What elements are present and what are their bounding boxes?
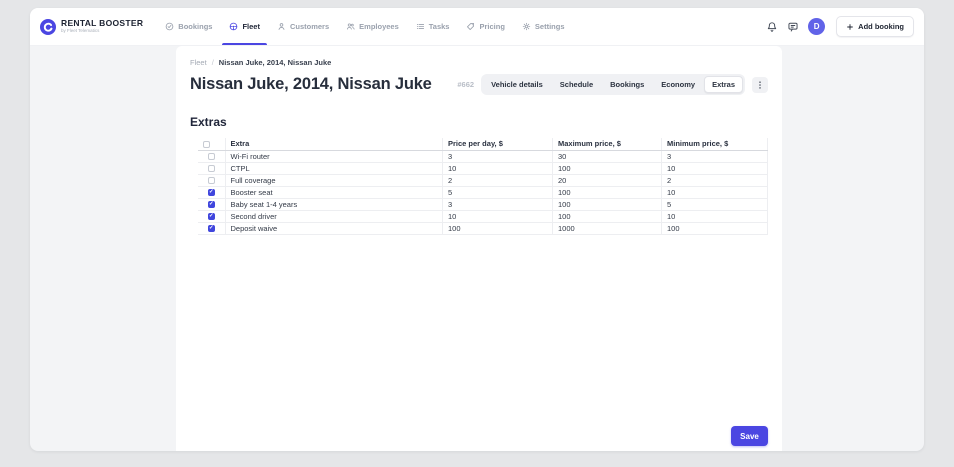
cell-minimum-price: 3 [661,150,768,163]
logo-title: RENTAL BOOSTER [61,18,144,29]
table-header-row: Extra Price per day, $ Maximum price, $ … [198,138,768,151]
cell-maximum-price: 20 [552,174,662,187]
cell-extra: Booster seat [224,186,443,199]
nav-item-tasks[interactable]: Tasks [416,8,449,45]
row-checkbox[interactable] [207,165,215,173]
add-booking-button[interactable]: Add booking [836,16,914,37]
cell-price-per-day: 100 [442,222,553,235]
table-row: Full coverage 2 20 2 [198,174,768,187]
row-checkbox[interactable] [207,201,215,209]
page-title: Nissan Juke, 2014, Nissan Juke [190,75,432,93]
top-bar: RENTAL BOOSTER by Fleet Telematics Booki… [30,8,924,46]
topbar-actions: D Add booking [766,16,914,37]
cell-minimum-price: 10 [661,186,768,199]
tag-icon [466,22,475,31]
cell-maximum-price: 100 [552,186,662,199]
cell-minimum-price: 100 [661,222,768,235]
tab-schedule[interactable]: Schedule [559,80,594,89]
cell-minimum-price: 5 [661,198,768,211]
vehicle-id: #662 [457,80,475,89]
avatar[interactable]: D [808,18,826,35]
users-icon [346,22,355,31]
cell-price-per-day: 2 [442,174,553,187]
nav-item-customers[interactable]: Customers [277,8,329,45]
nav-item-pricing[interactable]: Pricing [466,8,505,45]
add-booking-label: Add booking [858,22,904,31]
breadcrumb-separator: / [211,58,214,67]
cell-maximum-price: 1000 [552,222,662,235]
vehicle-tabs: Vehicle details Schedule Bookings Economy Ex… [481,74,745,95]
row-checkbox[interactable] [207,189,215,197]
tab-bookings[interactable]: Bookings [610,80,645,89]
more-menu-button[interactable] [752,76,768,93]
table-row: Deposit waive 100 1000 100 [198,222,768,235]
select-all-checkbox[interactable] [203,140,210,148]
cell-price-per-day: 5 [442,186,553,199]
row-checkbox[interactable] [207,213,215,221]
cell-minimum-price: 10 [661,210,768,223]
tab-economy[interactable]: Economy [661,80,696,89]
cell-price-per-day: 3 [442,150,553,163]
cell-maximum-price: 30 [552,150,662,163]
column-header-maximum-price: Maximum price, $ [552,138,662,151]
breadcrumb-current: Nissan Juke, 2014, Nissan Juke [218,58,332,67]
logo: RENTAL BOOSTER by Fleet Telematics [40,18,144,35]
save-button[interactable]: Save [731,426,768,446]
table-row: CTPL 10 100 10 [198,162,768,175]
nav-item-employees[interactable]: Employees [346,8,399,45]
column-header-minimum-price: Minimum price, $ [661,138,768,151]
cell-price-per-day: 3 [442,198,553,211]
tasks-icon [416,22,425,31]
table-row: Booster seat 5 100 10 [198,186,768,199]
title-row: Nissan Juke, 2014, Nissan Juke #662 Vehi… [190,74,768,95]
table-row: Wi-Fi router 3 30 3 [198,150,768,163]
check-circle-icon [165,22,174,31]
table-row: Baby seat 1-4 years 3 100 5 [198,198,768,211]
cell-extra: Full coverage [224,174,443,187]
cell-extra: Wi-Fi router [224,150,443,163]
cell-extra: Baby seat 1-4 years [224,198,443,211]
row-checkbox[interactable] [207,225,215,233]
logo-tagline: by Fleet Telematics [61,28,100,34]
logo-icon [40,18,56,35]
section-title: Extras [190,115,227,129]
cell-maximum-price: 100 [552,198,662,211]
cell-minimum-price: 2 [661,174,768,187]
row-checkbox[interactable] [207,177,215,185]
user-icon [277,22,286,31]
cell-price-per-day: 10 [442,210,553,223]
row-checkbox[interactable] [207,153,215,161]
content-panel: Fleet / Nissan Juke, 2014, Nissan Juke N… [176,46,782,451]
cell-minimum-price: 10 [661,162,768,175]
column-header-price-per-day: Price per day, $ [442,138,553,151]
plus-icon [846,23,854,31]
cell-maximum-price: 100 [552,162,662,175]
messages-button[interactable] [787,21,799,33]
column-header-extra: Extra [224,138,443,151]
nav-item-bookings[interactable]: Bookings [165,8,212,45]
tab-vehicle-details[interactable]: Vehicle details [491,80,543,89]
breadcrumb: Fleet / Nissan Juke, 2014, Nissan Juke [190,46,768,67]
cell-maximum-price: 100 [552,210,662,223]
cell-extra: Second driver [224,210,443,223]
notifications-button[interactable] [766,21,778,33]
app-window: RENTAL BOOSTER by Fleet Telematics Booki… [30,8,924,451]
cell-extra: CTPL [224,162,443,175]
nav-item-settings[interactable]: Settings [522,8,565,45]
cell-price-per-day: 10 [442,162,553,175]
steering-wheel-icon [229,22,238,31]
main-nav: Bookings Fleet Customers Employees Tasks… [165,8,565,45]
table-row: Second driver 10 100 10 [198,210,768,223]
tab-extras[interactable]: Extras [704,76,743,93]
nav-item-fleet[interactable]: Fleet [222,8,267,45]
breadcrumb-parent[interactable]: Fleet [190,58,207,67]
extras-table: Extra Price per day, $ Maximum price, $ … [198,138,768,235]
cell-extra: Deposit waive [224,222,443,235]
gear-icon [522,22,531,31]
